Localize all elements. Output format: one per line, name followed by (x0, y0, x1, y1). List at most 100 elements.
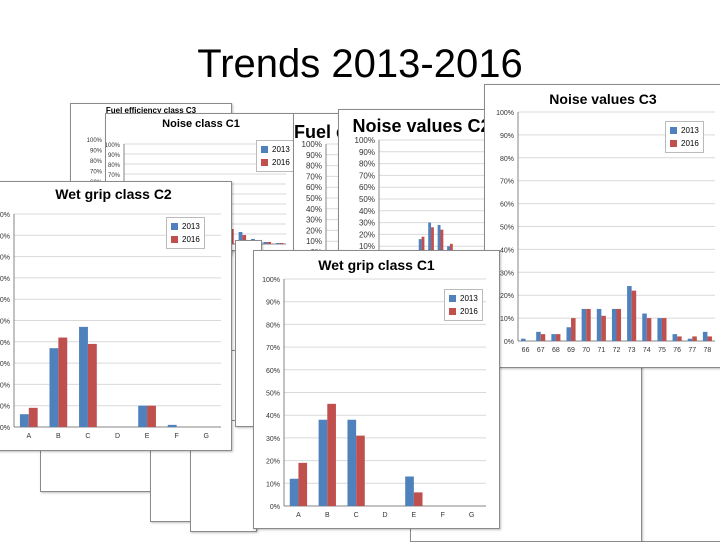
bar-2016-A (28, 407, 38, 427)
bar-2013-78 (276, 243, 280, 244)
x-tick-label: 68 (552, 347, 560, 354)
bar-2016-74 (646, 318, 652, 341)
legend-swatch (670, 127, 677, 134)
chart-title: Noise class C1 (162, 118, 240, 130)
x-tick-label: C (85, 433, 90, 440)
x-tick-label: 72 (613, 347, 621, 354)
y-tick-label: 100% (0, 212, 10, 219)
legend-entry: 2016 (261, 156, 290, 169)
bar-2016-B (327, 403, 336, 506)
y-tick-label: 50% (266, 391, 280, 398)
y-tick-label: 80% (266, 322, 280, 329)
bar-2016-C (356, 435, 365, 506)
y-tick-label: 50% (0, 319, 10, 326)
legend-label: 2013 (681, 126, 699, 135)
y-tick-label: 30% (500, 270, 514, 277)
y-tick-label: 40% (359, 207, 375, 216)
y-tick-label: 50% (306, 194, 322, 203)
x-tick-label: G (469, 512, 474, 519)
legend-swatch (449, 295, 456, 302)
chart-title: Noise values C2 (352, 116, 491, 136)
legend-label: 2013 (182, 222, 200, 231)
x-tick-label: 71 (597, 347, 605, 354)
bar-2013-78 (702, 331, 708, 341)
bar-2013-A (289, 478, 299, 506)
x-tick-label: E (145, 433, 150, 440)
x-tick-label: D (115, 433, 120, 440)
chart-svg: 0%10%20%30%40%50%60%70%80%90%100%6667686… (355, 136, 502, 260)
y-tick-label: 30% (266, 436, 280, 443)
legend-label: 2016 (182, 235, 200, 244)
y-tick-label: 80% (90, 159, 103, 165)
y-tick-label: 100% (106, 143, 121, 149)
y-tick-label: 70% (306, 172, 322, 181)
y-tick-label: 60% (359, 183, 375, 192)
bar-2016-67 (540, 334, 546, 341)
y-tick-label: 30% (0, 361, 10, 368)
bar-2013-C (347, 419, 357, 506)
chart-title: Wet grip class C2 (55, 186, 172, 202)
legend-entry: 2013 (171, 220, 200, 233)
bar-2013-E (138, 405, 148, 427)
legend-swatch (261, 146, 268, 153)
x-tick-label: A (26, 433, 31, 440)
y-tick-label: 0% (0, 425, 10, 432)
bar-2016-76 (677, 336, 682, 341)
legend-swatch (261, 159, 268, 166)
chart-panel-noise-c2: Noise values C20%10%20%30%40%50%60%70%80… (338, 109, 505, 261)
y-tick-label: 70% (0, 276, 10, 283)
legend-swatch (449, 308, 456, 315)
legend-swatch (171, 223, 178, 230)
y-tick-label: 80% (306, 162, 322, 171)
y-tick-label: 70% (266, 345, 280, 352)
bar-2016-C (87, 343, 97, 427)
bar-2013-70 (581, 308, 587, 341)
bar-2016-78 (279, 243, 284, 244)
y-tick-label: 30% (359, 219, 375, 228)
x-tick-label: B (56, 433, 61, 440)
x-tick-label: 67 (537, 347, 545, 354)
bar-2016-68 (555, 334, 561, 341)
bar-2013-70 (418, 239, 422, 258)
y-tick-label: 90% (266, 300, 280, 307)
x-tick-label: 69 (567, 347, 575, 354)
bar-2013-77 (687, 338, 693, 341)
y-tick-label: 40% (0, 340, 10, 347)
bar-2013-75 (238, 232, 243, 244)
y-tick-label: 0% (270, 504, 280, 511)
legend-label: 2016 (460, 307, 478, 316)
y-tick-label: 80% (500, 156, 514, 163)
y-tick-label: 100% (496, 110, 514, 117)
y-tick-label: 100% (87, 138, 103, 144)
legend-label: 2013 (460, 294, 478, 303)
bar-2016-E (413, 492, 423, 506)
y-tick-label: 80% (108, 163, 121, 169)
y-tick-label: 90% (0, 233, 10, 240)
x-tick-label: D (382, 512, 387, 519)
x-tick-label: A (296, 512, 301, 519)
y-tick-label: 40% (306, 205, 322, 214)
y-tick-label: 10% (500, 316, 514, 323)
bar-2013-C (79, 326, 88, 427)
legend-entry: 2016 (171, 233, 200, 246)
y-tick-label: 90% (108, 153, 121, 159)
chart-title: Noise values C3 (549, 91, 657, 107)
x-tick-label: E (412, 512, 417, 519)
x-tick-label: 74 (643, 347, 651, 354)
x-tick-label: F (175, 433, 179, 440)
y-tick-label: 20% (266, 459, 280, 466)
bar-2016-72 (440, 229, 444, 258)
bar-2013-73 (627, 286, 632, 341)
x-tick-label: 75 (658, 347, 666, 354)
legend-label: 2016 (681, 139, 699, 148)
bar-2013-B (49, 348, 59, 427)
bar-2013-B (318, 419, 328, 506)
bar-2016-70 (421, 236, 425, 258)
y-tick-label: 100% (262, 277, 280, 284)
legend-label: 2013 (272, 145, 290, 154)
legend-entry: 2016 (670, 137, 699, 150)
bar-2013-77 (263, 242, 268, 244)
y-tick-label: 100% (355, 136, 375, 145)
y-tick-label: 70% (359, 171, 375, 180)
